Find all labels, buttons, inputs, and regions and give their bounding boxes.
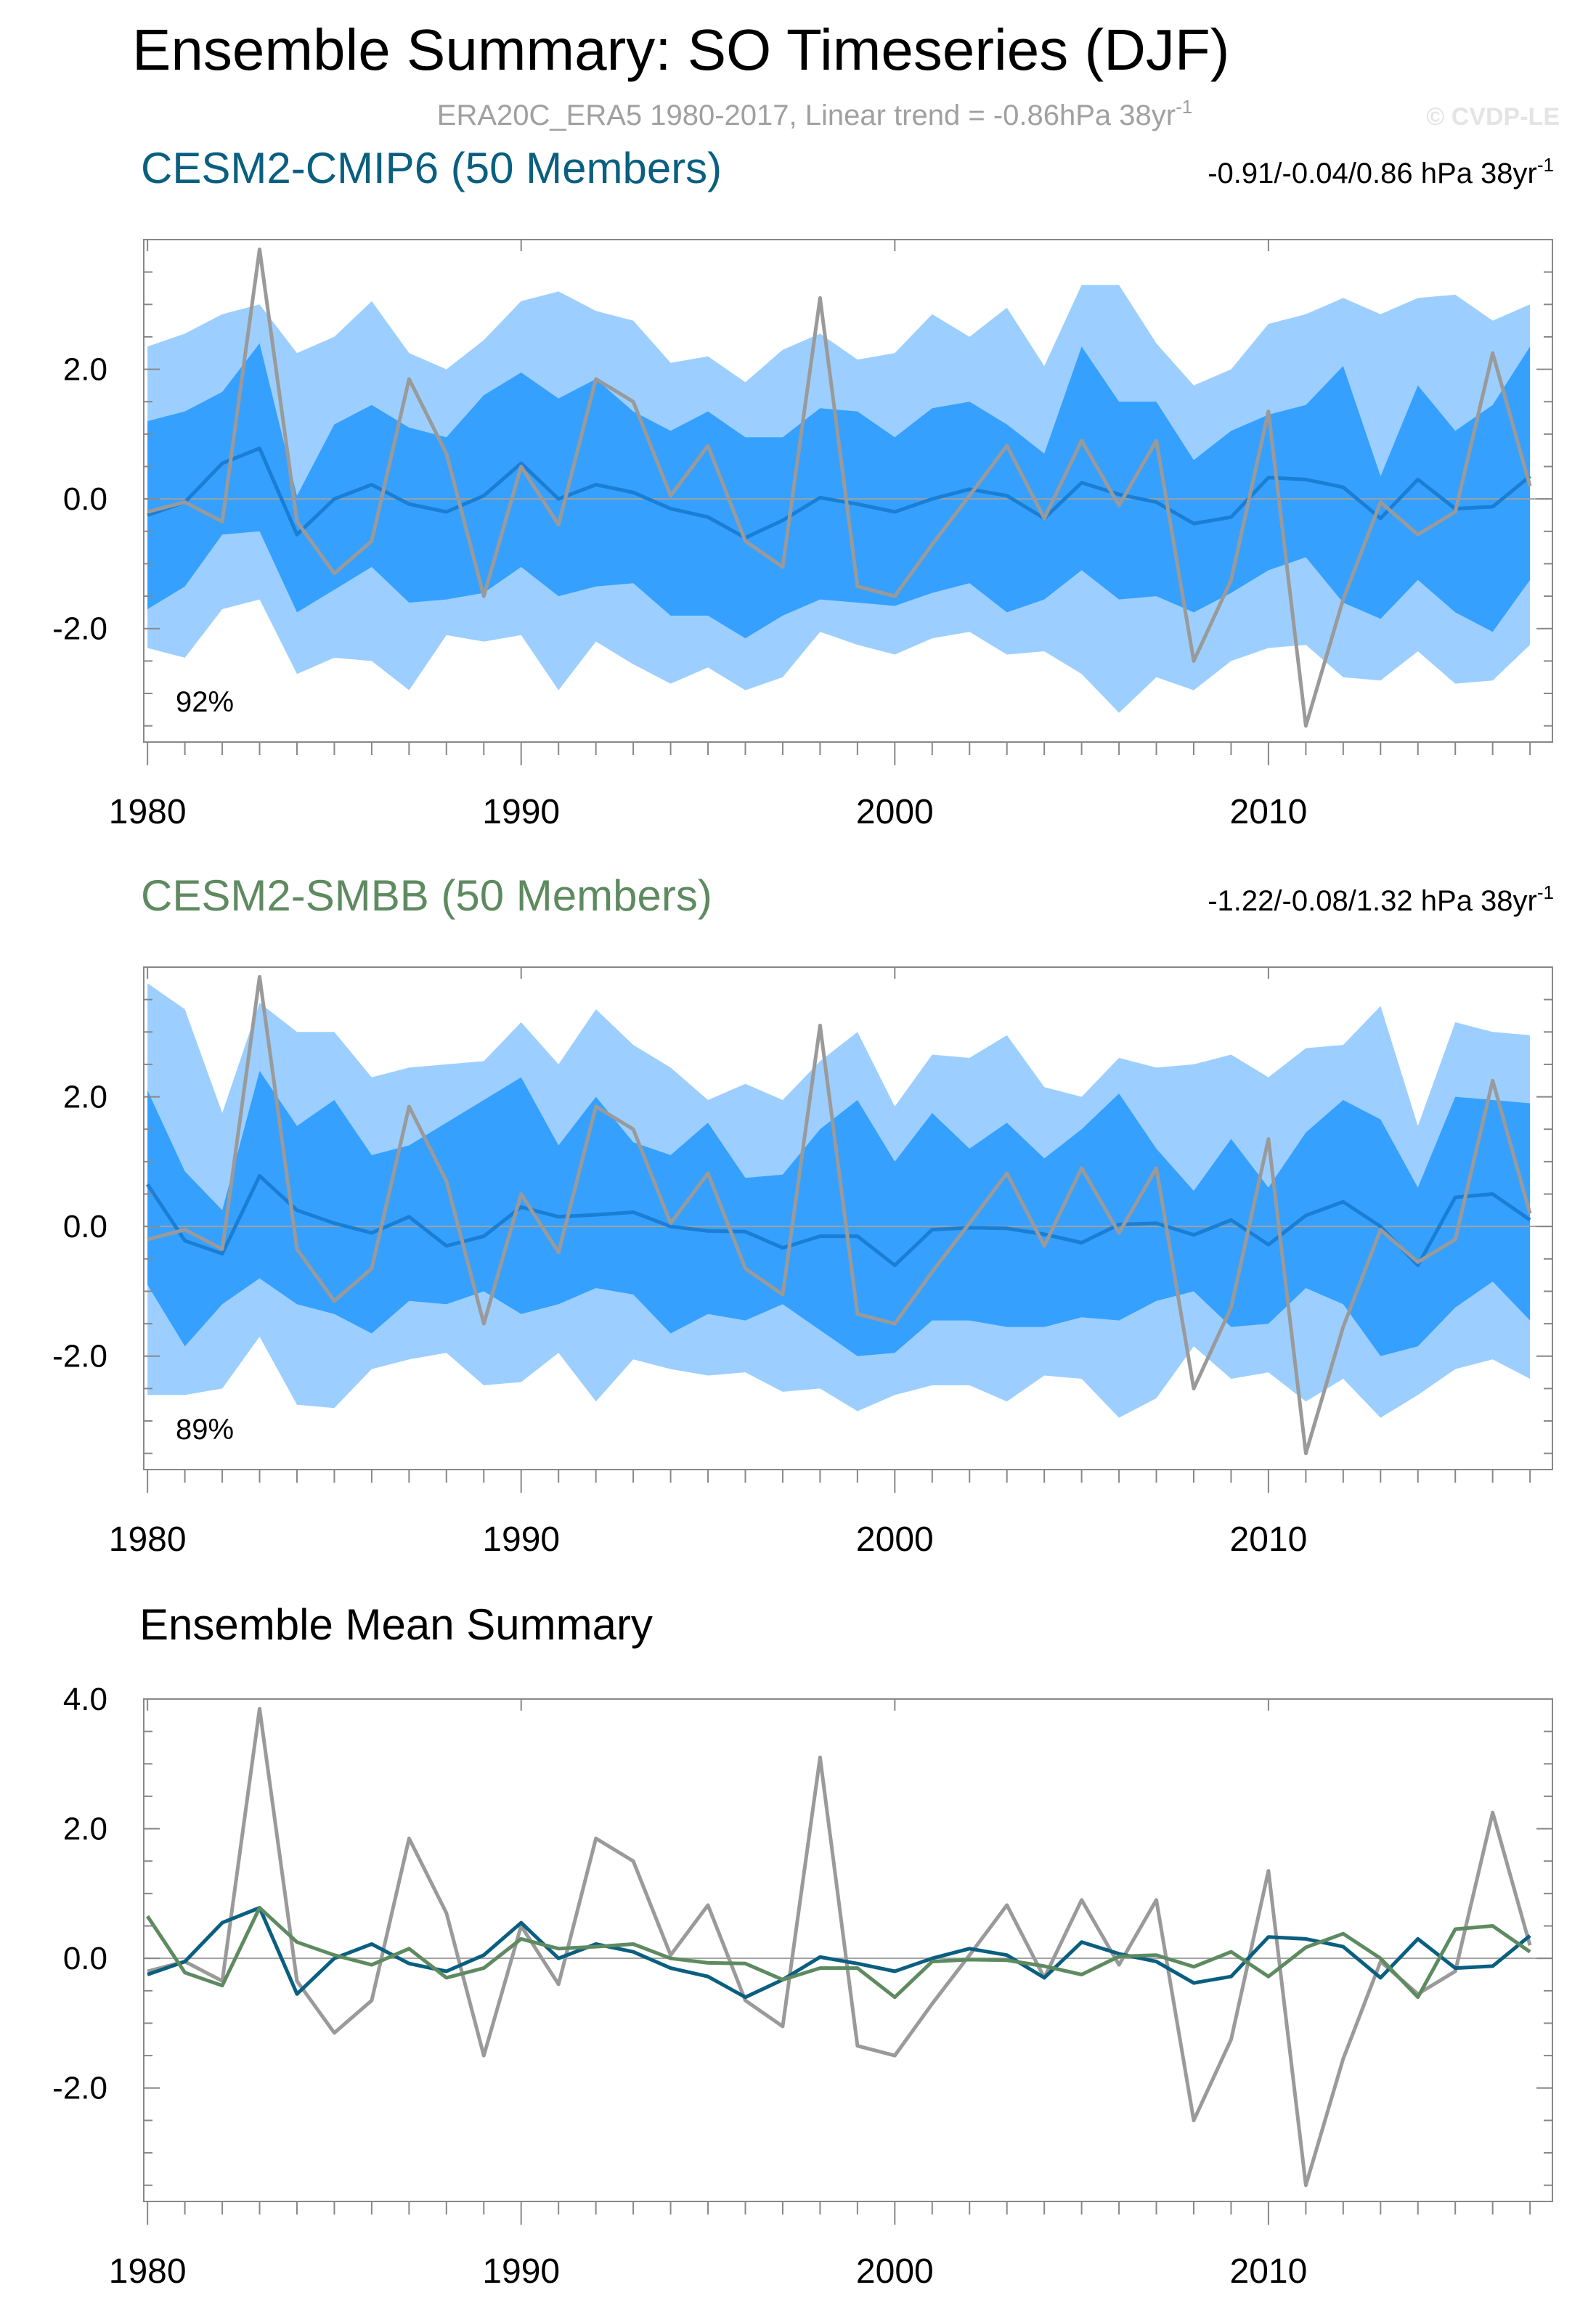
corner-label-cmip6: 92% bbox=[176, 686, 234, 718]
panel-title-ensemble-mean: Ensemble Mean Summary bbox=[139, 1600, 653, 1649]
panel-title-smbb: CESM2-SMBB (50 Members) bbox=[141, 871, 712, 920]
observed-line bbox=[147, 974, 1532, 1456]
xtick-label: 2000 bbox=[856, 2252, 934, 2291]
panel-cesm2-cmip6: CESM2-CMIP6 (50 Members) -0.91/-0.04/0.8… bbox=[52, 144, 1554, 831]
ytick-label: 0.0 bbox=[63, 1941, 107, 1976]
plot-frame-cmip6 bbox=[143, 239, 1553, 743]
xtick-label: 2000 bbox=[856, 793, 934, 831]
panel-cesm2-smbb: CESM2-SMBB (50 Members) -1.22/-0.08/1.32… bbox=[52, 871, 1554, 1559]
xtick-label: 1980 bbox=[109, 793, 187, 831]
ytick-label: 2.0 bbox=[63, 1080, 107, 1115]
band-inner bbox=[147, 1070, 1531, 1356]
xtick-label: 2010 bbox=[1230, 2252, 1308, 2291]
trend-label-cmip6: -0.91/-0.04/0.86 hPa 38yr-1 bbox=[1208, 154, 1554, 190]
observed-line bbox=[147, 247, 1532, 728]
ytick-label: 2.0 bbox=[63, 352, 107, 388]
ytick-label: -2.0 bbox=[52, 1339, 107, 1374]
cmip6-mean-line bbox=[147, 1906, 1531, 2000]
corner-label-smbb: 89% bbox=[176, 1414, 234, 1446]
ytick-label: 0.0 bbox=[63, 481, 107, 517]
xtick-label: 2000 bbox=[856, 1520, 934, 1559]
subtitle-text: ERA20C_ERA5 1980-2017, Linear trend = -0… bbox=[437, 99, 1176, 131]
xtick-label: 2010 bbox=[1230, 1520, 1308, 1559]
watermark: © CVDP-LE bbox=[1426, 103, 1560, 131]
ensemble-mean-line bbox=[147, 447, 1531, 540]
trend-text-smbb: -1.22/-0.08/1.32 hPa 38yr bbox=[1208, 885, 1537, 917]
xtick-label: 1990 bbox=[482, 793, 560, 831]
ytick-label: 2.0 bbox=[63, 1812, 107, 1847]
subtitle-sup: -1 bbox=[1176, 96, 1192, 118]
figure-subtitle: ERA20C_ERA5 1980-2017, Linear trend = -0… bbox=[437, 96, 1192, 131]
plot-frame-ensemble-mean bbox=[143, 1698, 1553, 2202]
xtick-label: 1990 bbox=[482, 2252, 560, 2291]
ytick-label: 0.0 bbox=[63, 1209, 107, 1244]
panel-title-cmip6: CESM2-CMIP6 (50 Members) bbox=[141, 144, 722, 192]
ytick-label: -2.0 bbox=[52, 2071, 107, 2106]
trend-text-cmip6: -0.91/-0.04/0.86 hPa 38yr bbox=[1208, 158, 1537, 190]
trend-sup-cmip6: -1 bbox=[1537, 154, 1554, 176]
ytick-label: 4.0 bbox=[63, 1682, 107, 1717]
ytick-label: -2.0 bbox=[52, 611, 107, 647]
xtick-label: 2010 bbox=[1230, 793, 1308, 831]
plot-frame-smbb bbox=[143, 966, 1553, 1470]
ensemble-mean-line bbox=[146, 1174, 1531, 1268]
panel-ensemble-mean: Ensemble Mean Summary -2.0 0.0 2.0 4.0 1980 1… bbox=[52, 1600, 1553, 2291]
trend-sup-smbb: -1 bbox=[1537, 881, 1554, 903]
observed-line bbox=[147, 1706, 1532, 2188]
trend-label-smbb: -1.22/-0.08/1.32 hPa 38yr-1 bbox=[1208, 881, 1554, 917]
figure-title: Ensemble Summary: SO Timeseries (DJF) bbox=[132, 17, 1229, 82]
smbb-mean-line bbox=[146, 1906, 1531, 2000]
xtick-label: 1980 bbox=[109, 2252, 187, 2291]
xtick-label: 1990 bbox=[482, 1520, 560, 1559]
xtick-label: 1980 bbox=[109, 1520, 187, 1559]
